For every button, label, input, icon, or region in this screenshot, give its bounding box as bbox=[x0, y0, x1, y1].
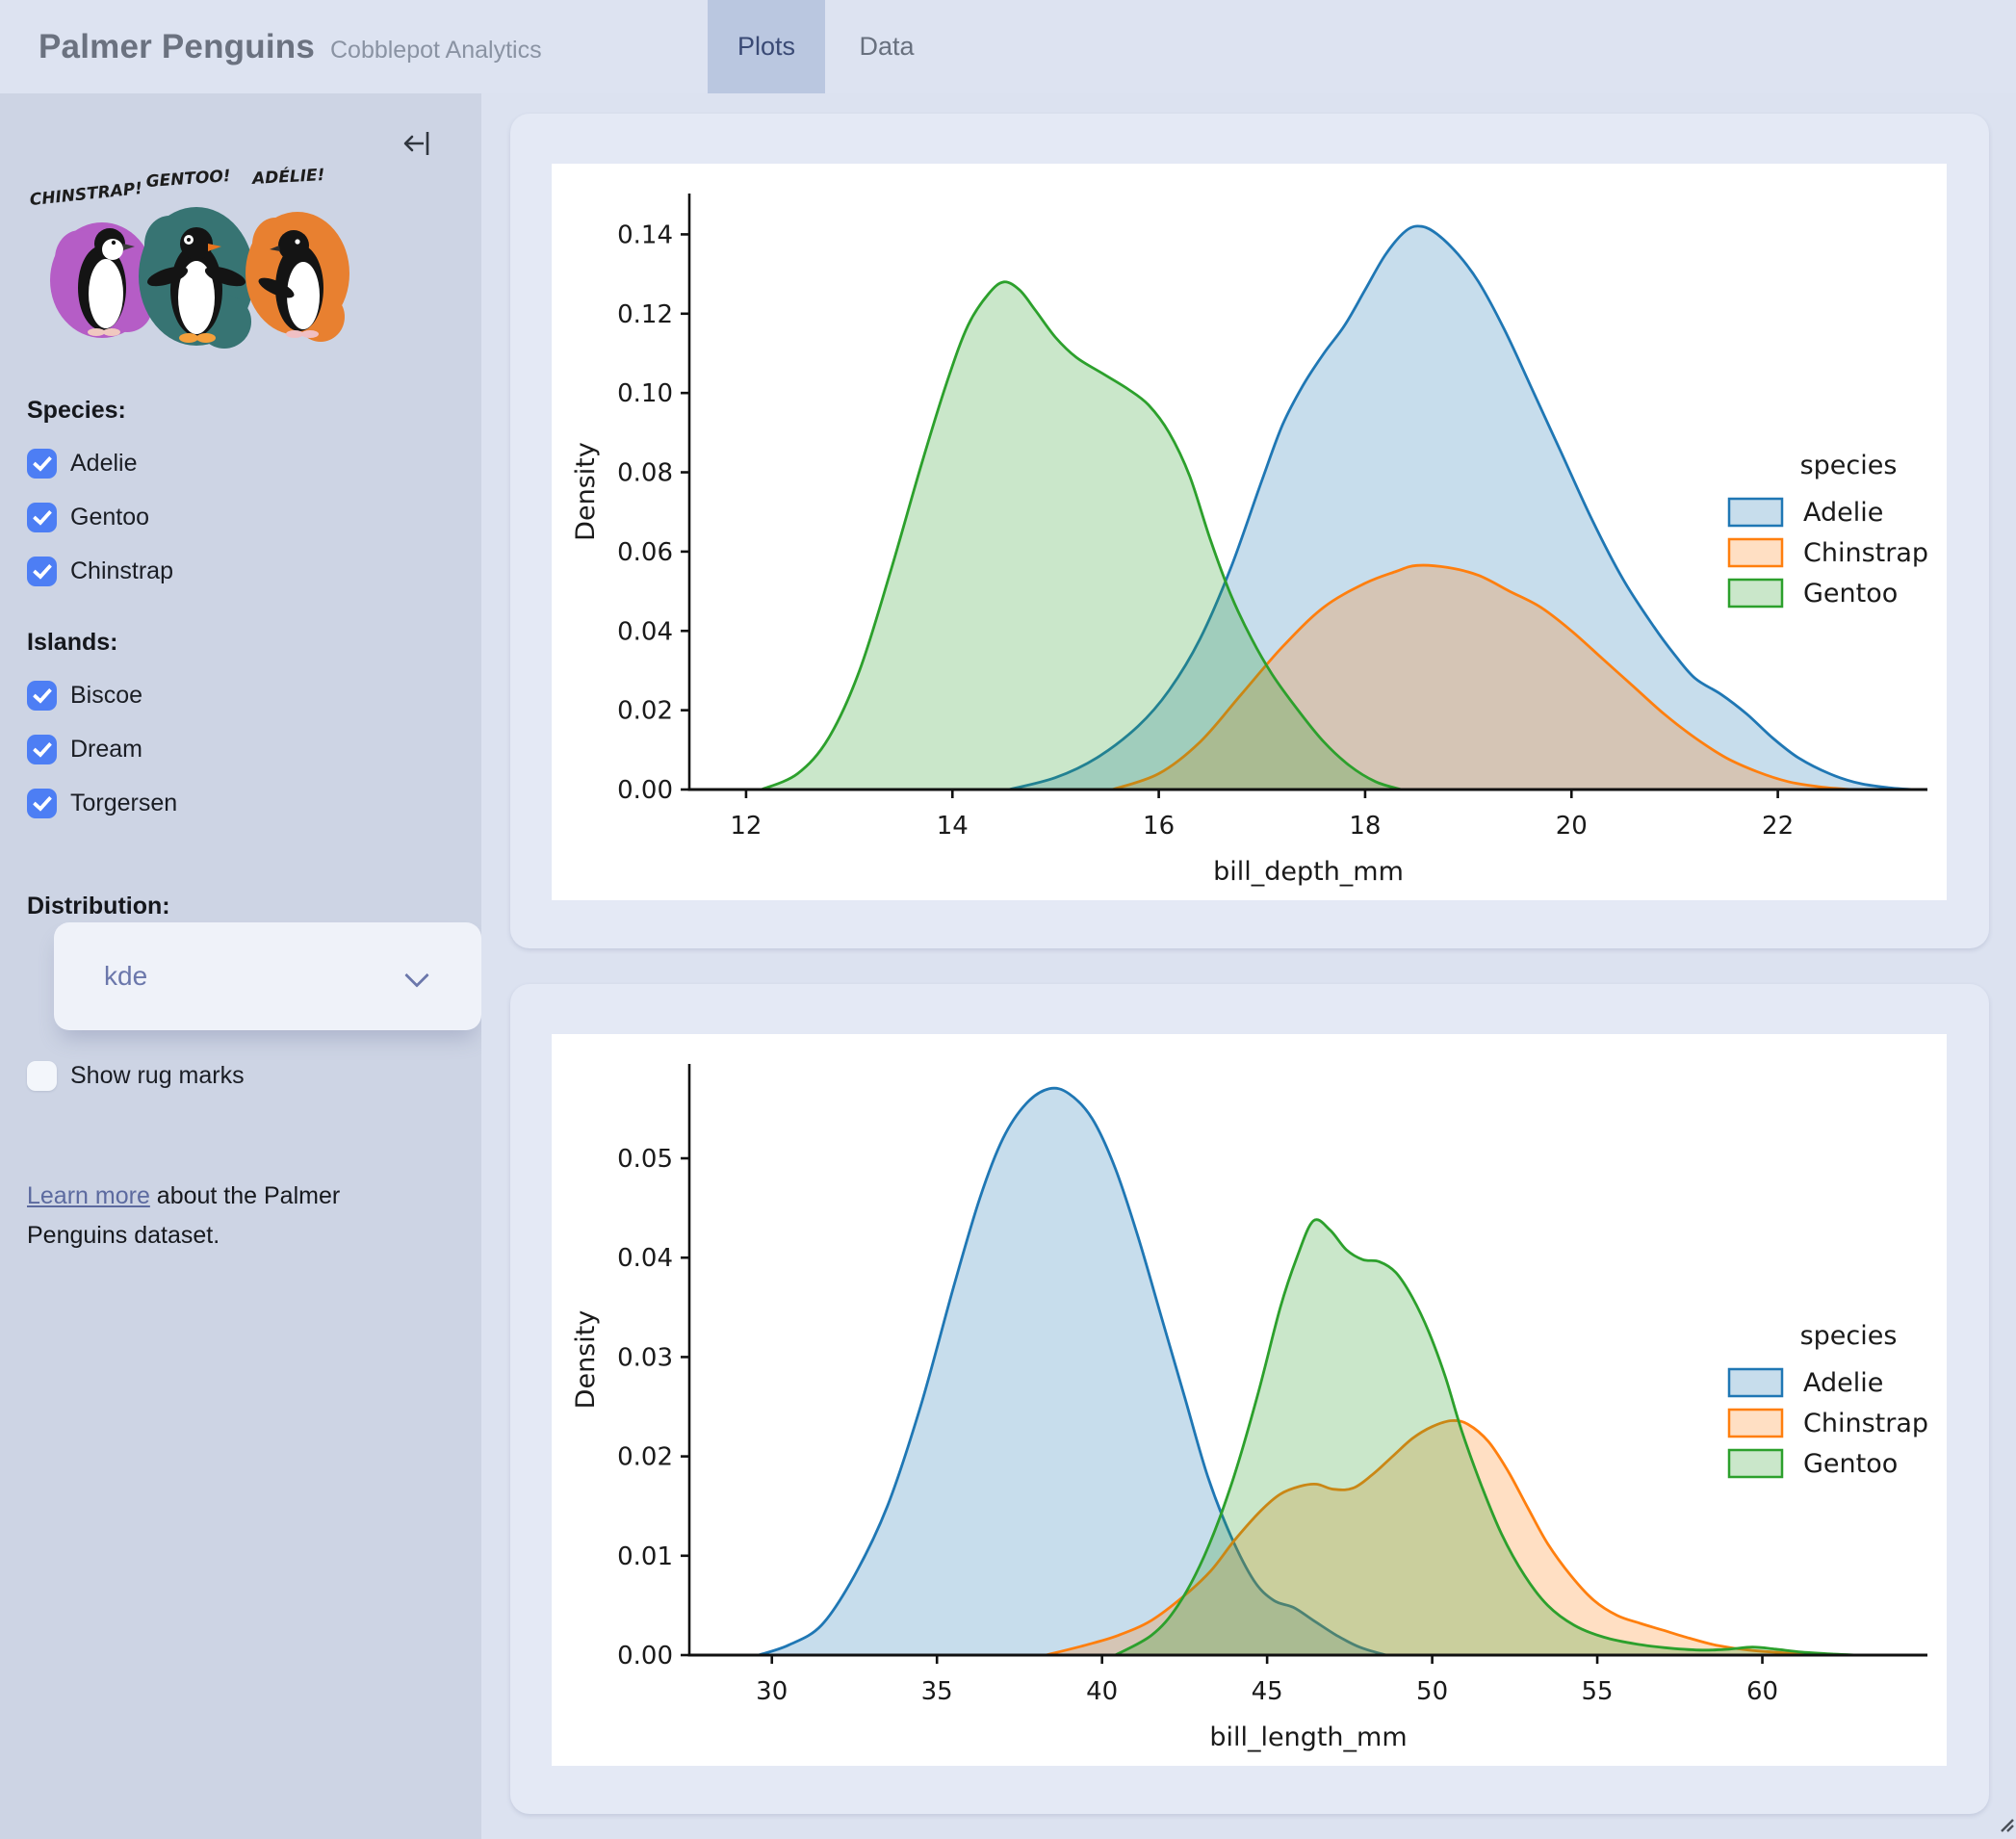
svg-text:30: 30 bbox=[756, 1677, 788, 1706]
learn-more-rest: about the Palmer Penguins dataset. bbox=[27, 1182, 341, 1249]
checkbox-box bbox=[27, 449, 57, 479]
svg-text:species: species bbox=[1800, 1321, 1898, 1351]
svg-text:Adelie: Adelie bbox=[1803, 1368, 1883, 1398]
svg-text:0.00: 0.00 bbox=[617, 776, 673, 805]
svg-text:0.02: 0.02 bbox=[617, 1443, 673, 1472]
checkbox-box bbox=[27, 503, 57, 532]
svg-text:0.05: 0.05 bbox=[617, 1145, 673, 1174]
svg-text:0.02: 0.02 bbox=[617, 697, 673, 726]
app-title: Palmer Penguins bbox=[39, 28, 315, 65]
svg-text:16: 16 bbox=[1143, 812, 1175, 841]
svg-text:45: 45 bbox=[1252, 1677, 1283, 1706]
svg-text:0.04: 0.04 bbox=[617, 1244, 673, 1273]
gentoo-penguin bbox=[146, 227, 246, 343]
learn-more-link[interactable]: Learn more bbox=[27, 1182, 150, 1209]
sidebar: CHINSTRAP! GENTOO! ADÉLIE! Species: Adel… bbox=[0, 93, 481, 1839]
svg-text:Density: Density bbox=[571, 1310, 601, 1410]
checkbox-torgersen[interactable]: Torgersen bbox=[27, 789, 177, 818]
svg-text:bill_length_mm: bill_length_mm bbox=[1209, 1722, 1407, 1752]
species-section: Species: Adelie Gentoo Chinstrap bbox=[27, 397, 173, 586]
distribution-heading: Distribution: bbox=[27, 893, 170, 920]
kde-chart-bill-length: 30 35 40 45 50 55 60 0.00 0.01 0.02 0.03 0.04 0.05 bi… bbox=[571, 1064, 1928, 1752]
species-heading: Species: bbox=[27, 397, 126, 424]
nav-tabs: Plots Data bbox=[708, 0, 944, 93]
checkbox-box bbox=[27, 789, 57, 818]
tab-data[interactable]: Data bbox=[859, 32, 915, 61]
svg-text:40: 40 bbox=[1086, 1677, 1118, 1706]
chevron-down-icon bbox=[404, 963, 429, 988]
distribution-section: Distribution: kde bbox=[27, 893, 481, 1030]
plot-bill-depth: 12 14 16 18 20 22 0.00 0.02 0.04 0.06 0.08 0.10 0.12… bbox=[552, 164, 1947, 900]
kde-chart-bill-depth: 12 14 16 18 20 22 0.00 0.02 0.04 0.06 0.08 0.10 0.12… bbox=[571, 194, 1928, 887]
svg-text:0.03: 0.03 bbox=[617, 1343, 673, 1372]
distribution-selected-value: kde bbox=[104, 961, 148, 991]
svg-text:0.10: 0.10 bbox=[617, 379, 673, 408]
resize-grip[interactable] bbox=[1996, 1814, 2015, 1838]
checkbox-label: Gentoo bbox=[70, 504, 150, 531]
checkbox-chinstrap[interactable]: Chinstrap bbox=[27, 557, 173, 586]
artwork-label-adelie: ADÉLIE! bbox=[249, 164, 324, 189]
svg-text:35: 35 bbox=[921, 1677, 953, 1706]
svg-text:0.08: 0.08 bbox=[617, 459, 673, 488]
svg-text:12: 12 bbox=[730, 812, 762, 841]
artwork-label-chinstrap: CHINSTRAP! bbox=[29, 179, 143, 210]
checkbox-biscoe[interactable]: Biscoe bbox=[27, 681, 177, 711]
checkbox-label: Biscoe bbox=[70, 682, 143, 709]
checkbox-box bbox=[27, 557, 57, 586]
checkbox-box bbox=[27, 681, 57, 711]
plot-card-bill-length: 30 35 40 45 50 55 60 0.00 0.01 0.02 0.03 0.04 0.05 bi… bbox=[510, 984, 1989, 1814]
main-content: 12 14 16 18 20 22 0.00 0.02 0.04 0.06 0.08 0.10 0.12… bbox=[481, 93, 2016, 1839]
svg-text:Chinstrap: Chinstrap bbox=[1803, 1409, 1928, 1438]
app-header: Palmer Penguins Cobblepot Analytics Plots… bbox=[0, 0, 2016, 93]
svg-text:Gentoo: Gentoo bbox=[1803, 579, 1898, 609]
tab-plots[interactable]: Plots bbox=[708, 0, 826, 93]
checkbox-label: Show rug marks bbox=[70, 1062, 245, 1089]
svg-text:0.01: 0.01 bbox=[617, 1542, 673, 1571]
learn-more-text: Learn more about the Palmer Penguins dat… bbox=[27, 1177, 412, 1255]
svg-text:0.04: 0.04 bbox=[617, 617, 673, 646]
plot-card-bill-depth: 12 14 16 18 20 22 0.00 0.02 0.04 0.06 0.08 0.10 0.12… bbox=[510, 114, 1989, 948]
svg-text:0.00: 0.00 bbox=[617, 1642, 673, 1671]
svg-text:species: species bbox=[1800, 451, 1898, 480]
svg-text:Adelie: Adelie bbox=[1803, 498, 1883, 528]
checkbox-gentoo[interactable]: Gentoo bbox=[27, 503, 173, 532]
svg-text:0.12: 0.12 bbox=[617, 300, 673, 329]
islands-section: Islands: Biscoe Dream Torgersen bbox=[27, 629, 177, 818]
adelie-penguin bbox=[258, 230, 323, 338]
svg-text:14: 14 bbox=[937, 812, 969, 841]
svg-text:20: 20 bbox=[1556, 812, 1588, 841]
penguins-artwork-image: CHINSTRAP! GENTOO! ADÉLIE! bbox=[27, 143, 354, 384]
checkbox-label: Adelie bbox=[70, 450, 138, 477]
svg-text:0.06: 0.06 bbox=[617, 538, 673, 567]
svg-text:0.14: 0.14 bbox=[617, 220, 673, 249]
islands-heading: Islands: bbox=[27, 629, 118, 656]
checkbox-show-rug-marks[interactable]: Show rug marks bbox=[27, 1061, 245, 1091]
svg-text:60: 60 bbox=[1746, 1677, 1778, 1706]
checkbox-label: Dream bbox=[70, 736, 143, 763]
svg-text:Chinstrap: Chinstrap bbox=[1803, 538, 1928, 568]
checkbox-label: Torgersen bbox=[70, 790, 178, 816]
checkbox-label: Chinstrap bbox=[70, 557, 173, 584]
brand: Palmer Penguins Cobblepot Analytics bbox=[39, 0, 542, 93]
artwork-label-gentoo: GENTOO! bbox=[145, 167, 231, 192]
svg-text:55: 55 bbox=[1582, 1677, 1614, 1706]
sidebar-collapse-icon[interactable] bbox=[399, 126, 433, 161]
distribution-select[interactable]: kde bbox=[54, 922, 481, 1030]
svg-text:Density: Density bbox=[571, 442, 601, 541]
svg-text:18: 18 bbox=[1349, 812, 1381, 841]
svg-text:50: 50 bbox=[1416, 1677, 1448, 1706]
svg-text:Gentoo: Gentoo bbox=[1803, 1449, 1898, 1479]
checkbox-box bbox=[27, 1061, 57, 1091]
checkbox-dream[interactable]: Dream bbox=[27, 735, 177, 764]
plot-bill-length: 30 35 40 45 50 55 60 0.00 0.01 0.02 0.03 0.04 0.05 bi… bbox=[552, 1034, 1947, 1766]
checkbox-adelie[interactable]: Adelie bbox=[27, 449, 173, 479]
rug-section: Show rug marks bbox=[27, 1061, 245, 1091]
app-subtitle: Cobblepot Analytics bbox=[329, 37, 542, 64]
chinstrap-penguin bbox=[78, 228, 135, 336]
svg-text:22: 22 bbox=[1762, 812, 1794, 841]
svg-text:bill_depth_mm: bill_depth_mm bbox=[1213, 857, 1404, 887]
checkbox-box bbox=[27, 735, 57, 764]
